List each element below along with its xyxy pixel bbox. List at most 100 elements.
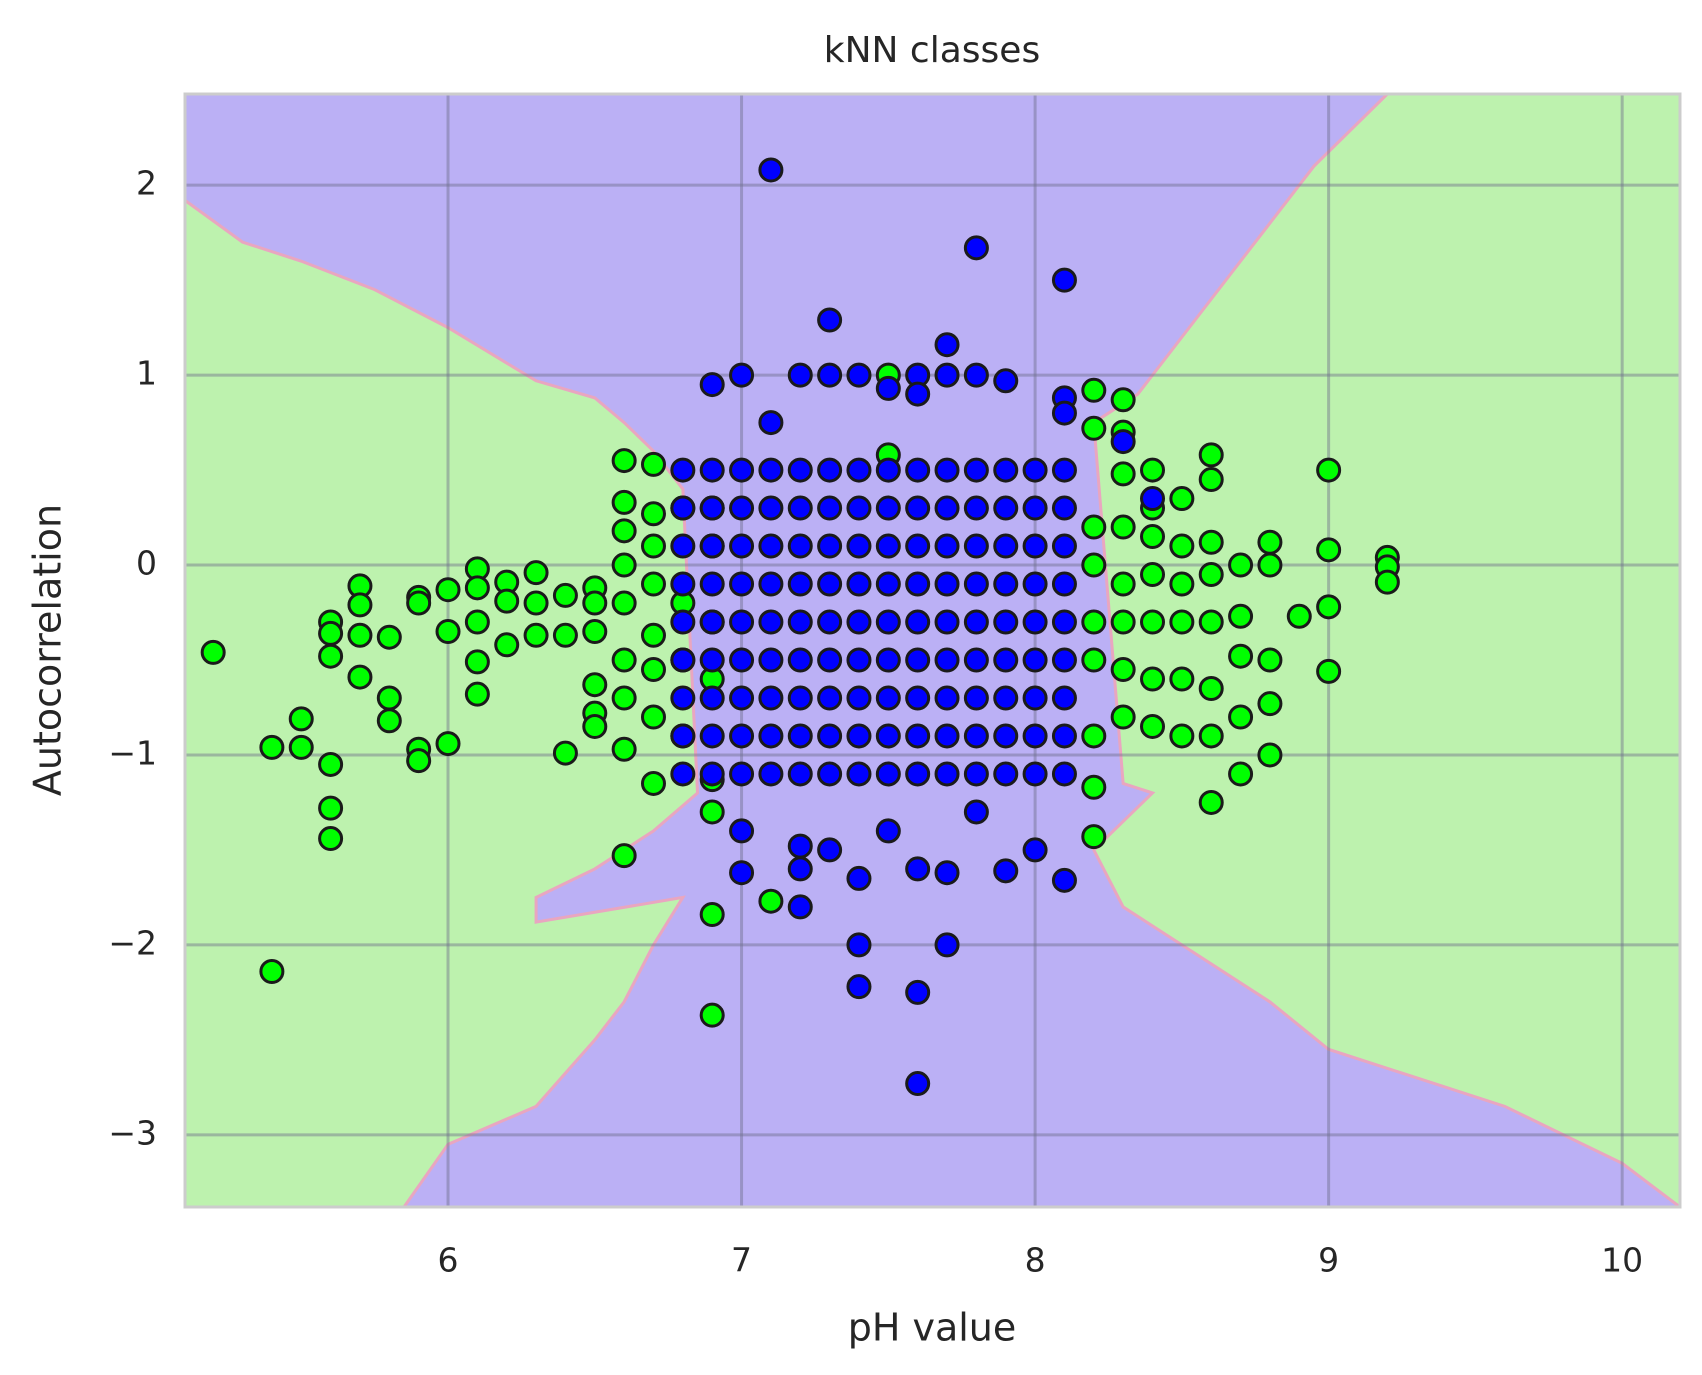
scatter-point (846, 974, 872, 1000)
scatter-point (1022, 533, 1048, 559)
scatter-point (699, 799, 725, 825)
y-tick-label: −3 (108, 1113, 157, 1152)
scatter-point (464, 649, 490, 675)
scatter-point (1169, 723, 1195, 749)
scatter-point (993, 368, 1019, 394)
scatter-point (934, 723, 960, 749)
scatter-point (1169, 666, 1195, 692)
scatter-point (875, 533, 901, 559)
scatter-point (1140, 609, 1166, 635)
scatter-point (1051, 495, 1077, 521)
scatter-point (1081, 647, 1107, 673)
scatter-point (787, 609, 813, 635)
scatter-point (435, 731, 461, 757)
scatter-point (1198, 442, 1224, 468)
scatter-point (699, 533, 725, 559)
scatter-point (640, 533, 666, 559)
scatter-point (1110, 609, 1136, 635)
scatter-point (787, 647, 813, 673)
scatter-point (288, 706, 314, 732)
scatter-point (670, 685, 696, 711)
scatter-point (875, 761, 901, 787)
scatter-point (1022, 723, 1048, 749)
scatter-point (1051, 723, 1077, 749)
scatter-point (670, 609, 696, 635)
scatter-point (934, 533, 960, 559)
scatter-point (376, 685, 402, 711)
scatter-point (729, 362, 755, 388)
scatter-point (846, 609, 872, 635)
scatter-point (905, 457, 931, 483)
scatter-point (670, 571, 696, 597)
scatter-point (875, 647, 901, 673)
scatter-point (1228, 704, 1254, 730)
scatter-point (611, 489, 637, 515)
scatter-point (1022, 571, 1048, 597)
scatter-point (846, 571, 872, 597)
scatter-point (1022, 609, 1048, 635)
scatter-point (259, 958, 285, 984)
x-tick-label: 8 (1025, 1241, 1046, 1280)
scatter-point (758, 888, 784, 914)
scatter-point (1257, 742, 1283, 768)
scatter-point (846, 647, 872, 673)
scatter-point (729, 761, 755, 787)
scatter-point (1198, 723, 1224, 749)
scatter-point (611, 552, 637, 578)
scatter-point (729, 723, 755, 749)
scatter-point (640, 501, 666, 527)
scatter-point (1022, 685, 1048, 711)
scatter-point (611, 685, 637, 711)
scatter-point (670, 723, 696, 749)
scatter-point (905, 856, 931, 882)
scatter-point (1051, 400, 1077, 426)
scatter-point (905, 495, 931, 521)
scatter-point (611, 448, 637, 474)
scatter-point (523, 622, 549, 648)
scatter-point (729, 495, 755, 521)
scatter-point (758, 609, 784, 635)
scatter-point (875, 571, 901, 597)
scatter-point (670, 647, 696, 673)
scatter-point (787, 571, 813, 597)
scatter-point (875, 457, 901, 483)
scatter-point (963, 647, 989, 673)
scatter-point (494, 632, 520, 658)
scatter-point (846, 865, 872, 891)
scatter-point (934, 362, 960, 388)
y-tick-label: 0 (136, 544, 157, 583)
scatter-point (993, 723, 1019, 749)
scatter-point (817, 761, 843, 787)
scatter-point (1228, 761, 1254, 787)
plot-frame (183, 92, 1682, 1209)
scatter-point (846, 685, 872, 711)
scatter-point (1081, 723, 1107, 749)
scatter-point (318, 643, 344, 669)
scatter-point (464, 681, 490, 707)
scatter-point (729, 860, 755, 886)
scatter-point (640, 451, 666, 477)
scatter-point (1198, 789, 1224, 815)
scatter-point (640, 656, 666, 682)
scatter-point (817, 837, 843, 863)
scatter-point (1051, 761, 1077, 787)
scatter-point (523, 560, 549, 586)
scatter-point (905, 609, 931, 635)
scatter-point (817, 533, 843, 559)
scatter-point (758, 723, 784, 749)
y-axis-label: Autocorrelation (26, 504, 70, 796)
scatter-point (1169, 533, 1195, 559)
scatter-point (1051, 867, 1077, 893)
scatter-point (1051, 609, 1077, 635)
scatter-point (494, 588, 520, 614)
scatter-point (200, 639, 226, 665)
scatter-point (963, 761, 989, 787)
scatter-point (729, 647, 755, 673)
scatter-point (318, 751, 344, 777)
scatter-point (1140, 524, 1166, 550)
scatter-point (758, 685, 784, 711)
scatter-point (552, 622, 578, 648)
scatter-point (259, 734, 285, 760)
scatter-point (1110, 571, 1136, 597)
scatter-point (993, 609, 1019, 635)
